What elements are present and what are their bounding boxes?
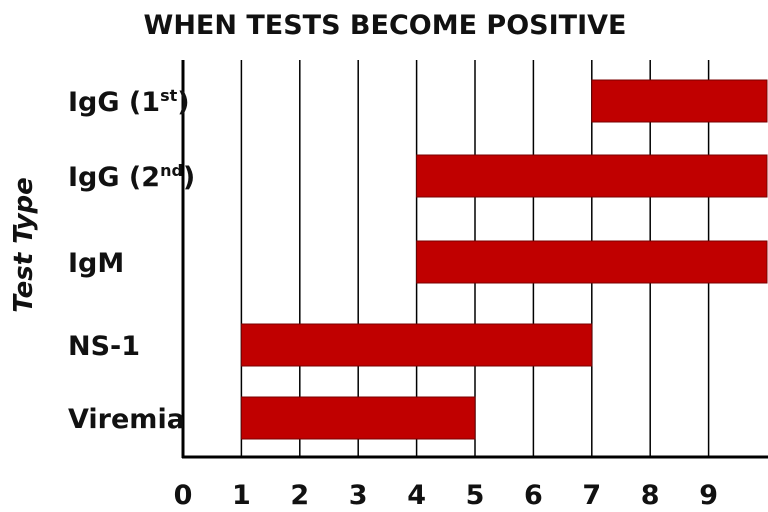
y-axis-label: Test Type <box>9 177 39 313</box>
x-tick-labels: 0 1 2 3 4 5 6 7 8 9 <box>174 480 718 511</box>
bar <box>416 154 768 198</box>
x-tick-label: 3 <box>349 480 368 511</box>
x-tick-label: 8 <box>641 480 660 511</box>
x-tick-label: 9 <box>699 480 718 511</box>
bar <box>416 240 768 284</box>
x-tick-label: 1 <box>232 480 251 511</box>
y-tick-labels: IgG (1st) IgG (2nd) IgM NS-1 Viremia <box>68 86 195 435</box>
bars <box>240 79 768 440</box>
x-tick-label: 7 <box>582 480 601 511</box>
axes <box>181 60 768 459</box>
y-tick-label: IgG (2nd) <box>68 161 195 193</box>
x-tick-label: 2 <box>290 480 309 511</box>
y-tick-label: NS-1 <box>68 331 140 362</box>
y-tick-label: IgG (1st) <box>68 86 190 118</box>
x-tick-label: 6 <box>524 480 543 511</box>
bar <box>591 79 768 123</box>
x-tick-label: 4 <box>407 480 426 511</box>
x-tick-label: 0 <box>174 480 193 511</box>
bar <box>240 396 476 440</box>
bar <box>240 323 593 367</box>
x-tick-label: 5 <box>466 480 485 511</box>
y-tick-label: IgM <box>68 248 124 279</box>
y-tick-label: Viremia <box>68 404 185 435</box>
chart-title: WHEN TESTS BECOME POSITIVE <box>144 10 627 41</box>
